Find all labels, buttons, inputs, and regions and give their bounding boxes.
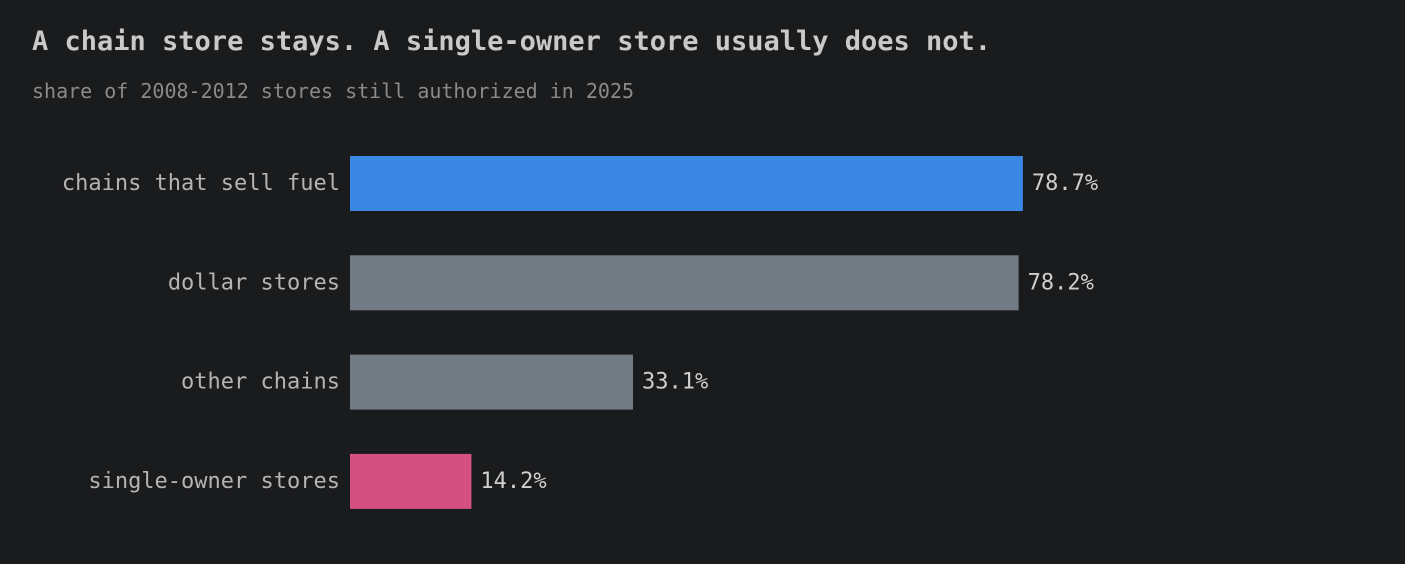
value-label: 14.2%: [480, 469, 546, 494]
category-label: single-owner stores: [88, 469, 340, 494]
category-label: other chains: [181, 370, 340, 395]
category-label: dollar stores: [168, 270, 340, 295]
value-label: 78.7%: [1032, 171, 1098, 196]
value-label: 78.2%: [1028, 270, 1094, 295]
chart-title: A chain store stays. A single-owner stor…: [32, 26, 992, 57]
bar: [350, 453, 472, 509]
category-label: chains that sell fuel: [62, 171, 340, 196]
chart-subtitle: share of 2008-2012 stores still authoriz…: [32, 79, 635, 103]
bar: [350, 354, 634, 410]
value-label: 33.1%: [642, 370, 708, 395]
bar: [350, 255, 1019, 311]
bar: [350, 156, 1023, 211]
